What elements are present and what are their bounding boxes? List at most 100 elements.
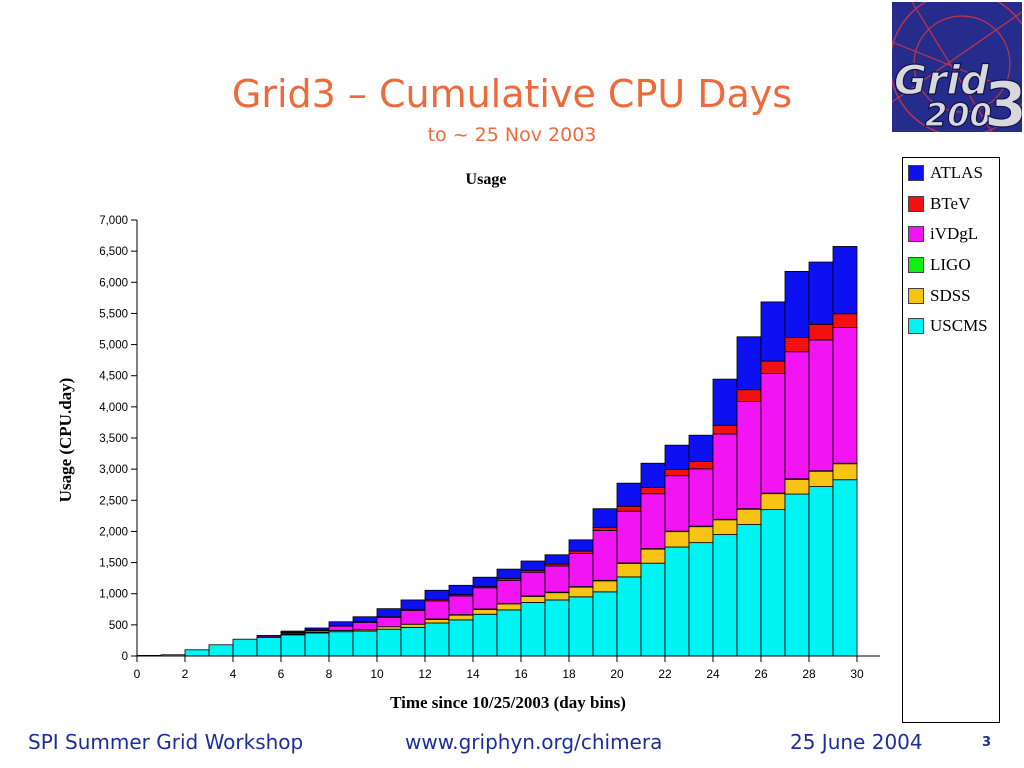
bar-uscms-18	[544, 599, 570, 657]
bar-ivdgl-26	[736, 401, 762, 510]
bar-sdss-12	[400, 623, 426, 628]
chart-title: Usage	[466, 171, 507, 188]
bar-btev-20	[592, 526, 618, 531]
bar-sdss-15	[472, 608, 498, 615]
bar-ivdgl-18	[544, 565, 570, 593]
bar-atlas-25	[712, 378, 738, 426]
x-tick-label: 22	[658, 667, 672, 681]
bar-btev-27	[760, 360, 786, 374]
x-tick-label: 10	[370, 667, 384, 681]
bar-atlas-22	[640, 462, 666, 488]
bar-btev-25	[712, 424, 738, 435]
x-tick-label: 2	[182, 667, 189, 681]
bar-uscms-24	[688, 542, 714, 657]
bar-sdss-26	[736, 508, 762, 525]
bar-uscms-27	[760, 509, 786, 657]
bar-uscms-11	[376, 628, 402, 657]
bar-uscms-13	[424, 622, 450, 657]
bar-atlas-10	[352, 616, 378, 623]
legend-label: iVDgL	[930, 224, 979, 244]
bar-atlas-14	[448, 584, 474, 596]
bar-atlas-28	[784, 270, 810, 338]
bar-atlas-16	[496, 568, 522, 579]
bar-ivdgl-9	[328, 625, 354, 631]
x-tick-label: 12	[418, 667, 432, 681]
bar-uscms-25	[712, 534, 738, 657]
legend-label: SDSS	[930, 285, 971, 305]
y-tick-label: 6,500	[99, 246, 128, 258]
y-tick-label: 4,000	[99, 402, 128, 414]
bar-btev-24	[688, 460, 714, 470]
footer-url[interactable]: www.griphyn.org/chimera	[405, 730, 663, 754]
bar-sdss-29	[808, 470, 834, 487]
bar-uscms-9	[328, 631, 354, 657]
legend-label: ATLAS	[930, 163, 983, 183]
bar-atlas-30	[832, 246, 858, 315]
bar-sdss-18	[544, 592, 570, 601]
bar-uscms-15	[472, 613, 498, 657]
bar-ivdgl-28	[784, 351, 810, 480]
bar-sdss-20	[592, 580, 618, 593]
bar-btev-21	[616, 505, 642, 512]
x-tick-label: 6	[278, 667, 285, 681]
bar-btev-23	[664, 469, 690, 477]
bar-uscms-12	[400, 626, 426, 657]
bar-ivdgl-21	[616, 510, 642, 564]
legend-swatch	[908, 195, 924, 212]
bar-ivdgl-23	[664, 475, 690, 532]
bar-ivdgl-29	[808, 339, 834, 472]
bar-btev-26	[736, 389, 762, 402]
usage-chart: Usage Time since 10/25/2003 (day bins) U…	[56, 171, 880, 712]
bar-atlas-26	[736, 336, 762, 391]
bar-sdss-22	[640, 548, 666, 564]
bar-uscms-20	[592, 591, 618, 657]
page-number: 3	[982, 735, 992, 750]
bar-sdss-14	[448, 614, 474, 621]
bar-uscms-17	[520, 602, 546, 657]
svg-text:200: 200	[925, 96, 992, 132]
y-tick-label: 1,500	[99, 558, 128, 570]
x-tick-label: 16	[514, 667, 528, 681]
bar-uscms-5	[232, 638, 258, 657]
bar-sdss-30	[832, 463, 858, 481]
y-tick-label: 6,000	[99, 277, 128, 289]
legend-label: LIGO	[930, 255, 971, 275]
bar-atlas-29	[808, 261, 834, 325]
bar-uscms-23	[664, 546, 690, 657]
bar-atlas-7	[280, 630, 306, 633]
bar-sdss-17	[520, 595, 546, 603]
x-tick-label: 8	[326, 667, 333, 681]
legend-item-ivdgl: iVDgL	[903, 219, 999, 250]
bar-atlas-8	[304, 627, 330, 631]
bar-uscms-7	[280, 634, 306, 657]
bar-atlas-18	[544, 554, 570, 565]
legend-swatch	[908, 287, 924, 304]
bar-uscms-8	[304, 632, 330, 657]
bar-atlas-27	[760, 301, 786, 362]
y-tick-label: 0	[122, 651, 128, 663]
legend-label: USCMS	[930, 316, 988, 336]
bar-ivdgl-17	[520, 571, 546, 597]
x-tick-label: 24	[706, 667, 720, 681]
bar-ivdgl-16	[496, 579, 522, 604]
bar-uscms-6	[256, 636, 282, 657]
svg-text:Grid: Grid	[894, 58, 989, 104]
x-axis-label: Time since 10/25/2003 (day bins)	[390, 693, 626, 712]
bar-ivdgl-25	[712, 433, 738, 520]
bar-btev-29	[808, 323, 834, 341]
y-tick-label: 1,000	[99, 589, 128, 601]
y-tick-label: 500	[109, 620, 128, 632]
legend-swatch	[908, 165, 924, 182]
legend-swatch	[908, 226, 924, 243]
bar-atlas-17	[520, 560, 546, 571]
legend-label: BTeV	[930, 193, 971, 213]
bar-uscms-3	[184, 649, 210, 657]
legend-item-btev: BTeV	[903, 189, 999, 220]
bar-atlas-13	[424, 589, 450, 601]
x-tick-label: 20	[610, 667, 624, 681]
grid3-logo: Grid 200 3	[892, 2, 1022, 132]
bar-ivdgl-22	[640, 493, 666, 549]
svg-text:3: 3	[984, 68, 1022, 132]
bar-sdss-16	[496, 603, 522, 611]
x-tick-label: 30	[850, 667, 864, 681]
